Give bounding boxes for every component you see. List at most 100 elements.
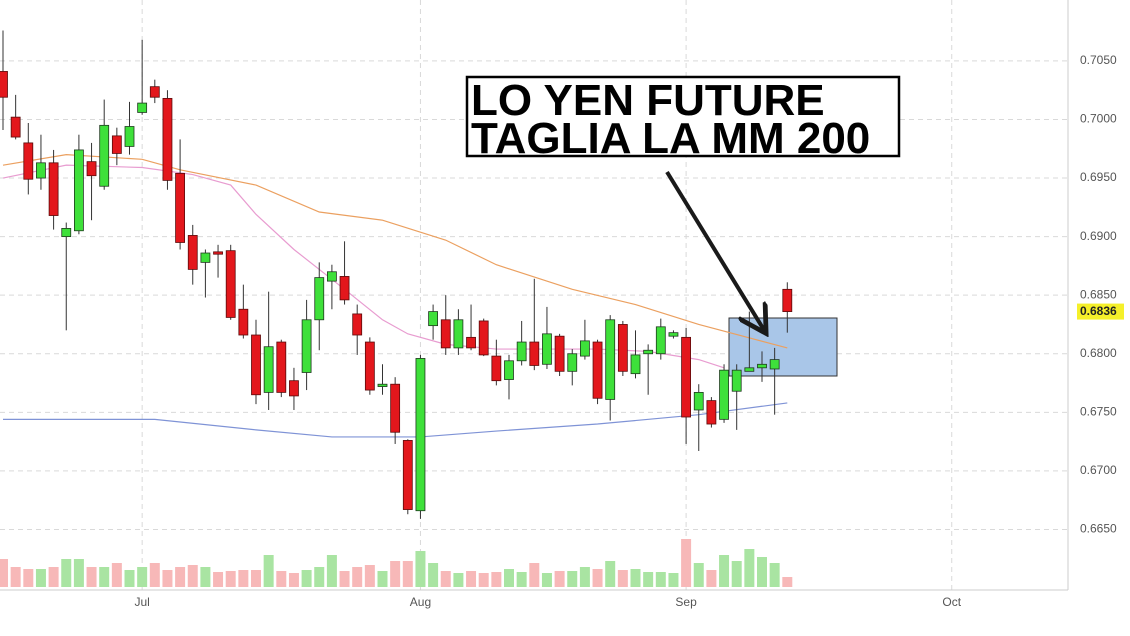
x-tick-label: Sep <box>675 595 697 609</box>
volume-bar <box>668 573 679 587</box>
volume-bar <box>61 559 72 587</box>
volume-bar <box>744 549 755 587</box>
x-tick-label: Jul <box>134 595 149 609</box>
candle-body <box>0 71 8 98</box>
candle-body <box>352 313 363 336</box>
volume-bar <box>491 572 502 587</box>
candle-body <box>542 333 552 365</box>
candle-body <box>48 162 59 216</box>
candle-body <box>782 288 793 312</box>
volume-bar <box>162 570 173 587</box>
candle-body <box>225 250 236 318</box>
x-tick-label: Oct <box>942 595 961 609</box>
annotation-line: LO YEN FUTURE <box>471 76 825 125</box>
candle-body <box>36 162 46 179</box>
volume-bar <box>630 569 641 587</box>
candle-body <box>617 324 628 372</box>
candle-body <box>263 346 274 393</box>
candle-body <box>200 252 211 263</box>
volume-bar <box>251 570 261 587</box>
candle-body <box>706 400 717 425</box>
candle-body <box>10 116 21 138</box>
candle-body <box>491 355 502 382</box>
volume-bar <box>655 572 666 587</box>
volume-bar <box>592 569 603 587</box>
candle-body <box>276 341 287 393</box>
candle-body <box>187 235 198 270</box>
volume-bar <box>579 567 590 587</box>
volume-bar <box>111 563 122 587</box>
candle-body <box>61 228 72 238</box>
candle-body <box>111 135 122 154</box>
candle-body <box>124 126 135 147</box>
candle-body <box>238 308 249 336</box>
volume-bar <box>238 570 249 587</box>
candle-body <box>592 341 603 399</box>
volume-bar <box>567 571 578 587</box>
volume-bar <box>288 573 299 587</box>
axes: 0.6650 0.6700 0.6750 0.6800 0.6850 0.6900 0.69… <box>134 53 1124 609</box>
volume-bar <box>301 570 312 587</box>
volume-bar <box>137 567 148 587</box>
candle-body <box>175 172 186 243</box>
candle-body <box>149 86 160 98</box>
volume-bar <box>213 572 224 587</box>
volume-bar <box>440 571 451 587</box>
volume-bar <box>541 573 552 587</box>
volume-bar <box>757 557 767 587</box>
volume-bar <box>48 567 59 587</box>
volume-bar <box>225 571 236 587</box>
volume-bar <box>504 569 514 587</box>
candle-body <box>757 363 767 369</box>
volume-bar <box>681 539 692 587</box>
candle-body <box>731 369 742 392</box>
volume-bar <box>326 555 337 587</box>
volume-bar <box>554 571 565 587</box>
candle-body <box>466 336 476 349</box>
y-tick-label: 0.6900 <box>1080 229 1117 243</box>
candle-body <box>567 353 578 372</box>
volume-bar <box>175 567 186 587</box>
volume-bar <box>276 571 287 587</box>
volume-bar <box>706 570 717 587</box>
volume-bar <box>529 563 540 587</box>
volume-bar <box>605 561 616 587</box>
volume-bar <box>466 571 477 587</box>
volume <box>0 539 793 587</box>
annotation-box <box>465 75 901 158</box>
y-tick-label: 0.6950 <box>1080 170 1117 184</box>
volume-bar <box>124 570 135 587</box>
candle-body <box>655 326 666 355</box>
candle-body <box>744 367 755 372</box>
y-tick-label: 0.6850 <box>1080 287 1117 301</box>
volume-bar <box>364 565 375 587</box>
candle-body <box>440 319 451 349</box>
candle-body <box>453 319 464 349</box>
y-tick-label: 0.7050 <box>1080 53 1117 67</box>
last-price-label: 0.6836 <box>1080 304 1117 318</box>
volume-bar <box>617 570 628 587</box>
candle-body <box>213 251 223 255</box>
candle-body <box>769 359 780 370</box>
candle-body <box>529 341 540 366</box>
y-tick-label: 0.6800 <box>1080 346 1117 360</box>
volume-bar <box>693 563 704 587</box>
volume-bar <box>782 577 793 587</box>
y-tick-label: 0.6700 <box>1080 463 1117 477</box>
volume-bar <box>643 572 654 587</box>
candle-body <box>162 97 173 181</box>
candle-body <box>301 319 312 373</box>
volume-bar <box>339 571 350 587</box>
y-tick-label: 0.6750 <box>1080 404 1117 418</box>
candle-body <box>289 380 299 397</box>
y-tick-label: 0.6650 <box>1080 522 1117 536</box>
volume-bar <box>86 567 97 587</box>
candle-body <box>580 340 590 357</box>
volume-bar <box>402 561 413 587</box>
volume-bar <box>769 563 780 587</box>
volume-bar <box>10 567 21 587</box>
candle-body <box>719 369 729 420</box>
candle-body <box>643 349 654 355</box>
candle-body <box>377 383 388 387</box>
